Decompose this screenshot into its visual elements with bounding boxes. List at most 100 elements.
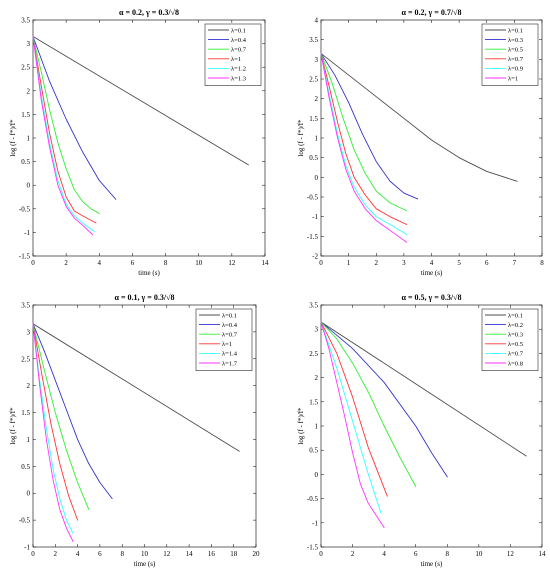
legend-entry: λ=0.2 (508, 322, 523, 329)
legend: λ=0.1 λ=0.4 λ=0.7 λ=1 λ=1.4 λ=1.7 (195, 308, 253, 371)
x-tick-label: 4 (98, 259, 102, 267)
series-line-5 (320, 52, 408, 235)
y-tick-label: 4 (315, 17, 319, 25)
y-tick-label: -1.5 (307, 544, 319, 552)
x-tick-label: 2 (64, 259, 68, 267)
chart-panel-3: 0 2 4 6 8 10 12 14 16 18 20 -1 -0.5 0 0.5 1 1.5 2 2.5 3 3.5 α… (9, 293, 260, 568)
legend-box (204, 23, 262, 86)
series-line-3 (32, 323, 90, 510)
legend-box (195, 308, 253, 371)
legend-box (481, 308, 539, 371)
y-tick-label: 3.5 (21, 17, 30, 25)
y-tick-label: -1 (312, 213, 318, 221)
series-line-5 (32, 323, 74, 535)
legend-entry: λ=1 (508, 75, 518, 82)
x-tick-label: 0 (31, 550, 35, 558)
x-tick-label: 5 (457, 259, 461, 267)
y-tick-label: -2 (312, 253, 318, 261)
chart-title: α = 0.5, γ = 0.3/√8 (402, 293, 462, 302)
y-tick-label: 1.5 (21, 111, 30, 119)
y-tick-label: -0.5 (19, 517, 31, 525)
y-tick-label: 0.5 (309, 154, 318, 162)
legend: λ=0.1 λ=0.2 λ=0.3 λ=0.5 λ=0.7 λ=0.8 (481, 308, 539, 371)
y-tick-label: 2.5 (21, 64, 30, 72)
x-tick-label: 0 (31, 259, 35, 267)
legend-entry: λ=1.4 (222, 351, 238, 358)
y-tick-label: 0 (315, 174, 319, 182)
x-tick-label: 2 (375, 259, 379, 267)
y-tick-label: 2 (315, 95, 319, 103)
x-tick-label: 6 (98, 550, 102, 558)
series-line-4 (320, 52, 408, 225)
x-tick-label: 4 (382, 550, 386, 558)
y-tick-label: 3 (27, 328, 31, 336)
legend-entry: λ=0.1 (231, 27, 246, 34)
x-tick-label: 1 (347, 259, 351, 267)
legend: λ=0.1 λ=0.4 λ=0.7 λ=1 λ=1.2 λ=1.3 (204, 23, 262, 86)
series-line-1 (320, 321, 527, 457)
y-tick-label: 0 (27, 490, 31, 498)
x-tick-label: 12 (507, 550, 515, 558)
y-tick-label: 0.5 (21, 158, 30, 166)
x-axis-label: time (s) (138, 269, 160, 277)
series-line-3 (32, 36, 100, 214)
y-tick-label: -1 (24, 229, 30, 237)
legend-entry: λ=0.1 (508, 27, 523, 34)
legend-entry: λ=0.7 (508, 56, 524, 63)
x-tick-label: 0 (319, 550, 323, 558)
legend-entry: λ=0.7 (222, 332, 238, 339)
y-tick-label: 2 (315, 374, 319, 382)
y-tick-label: 3 (315, 326, 319, 334)
y-tick-label: -1.5 (19, 253, 31, 261)
legend-entry: λ=1.3 (231, 75, 246, 82)
y-axis-label: log (f - f*)/f* (9, 119, 17, 157)
series-line-2 (320, 321, 448, 478)
y-tick-label: 3 (315, 56, 319, 64)
x-tick-label: 10 (475, 550, 483, 558)
x-tick-label: 6 (485, 259, 489, 267)
legend-entry: λ=0.1 (508, 312, 523, 319)
x-tick-label: 16 (208, 550, 216, 558)
x-tick-label: 14 (539, 550, 547, 558)
x-tick-label: 4 (76, 550, 80, 558)
x-tick-label: 12 (228, 259, 236, 267)
x-tick-label: 10 (141, 550, 149, 558)
y-tick-label: 0 (315, 471, 319, 479)
y-tick-label: 0 (27, 182, 31, 190)
x-tick-label: 10 (195, 259, 203, 267)
series-line-3 (320, 52, 408, 212)
chart-title: α = 0.2, γ = 0.7/√8 (402, 8, 462, 17)
y-tick-label: 1.5 (21, 409, 30, 417)
y-tick-label: 2 (27, 382, 31, 390)
x-tick-label: 14 (262, 259, 270, 267)
legend-entry: λ=0.8 (508, 360, 523, 367)
y-tick-label: 3 (27, 40, 31, 48)
y-tick-label: 3.5 (21, 302, 30, 310)
series-line-4 (32, 323, 79, 521)
x-tick-label: 8 (120, 550, 124, 558)
series-line-5 (32, 36, 95, 232)
legend-entry: λ=1 (222, 341, 232, 348)
x-axis-label: time (s) (421, 560, 443, 568)
x-axis-label: time (s) (421, 269, 443, 277)
x-tick-label: 6 (414, 550, 418, 558)
y-tick-label: -1.5 (307, 233, 319, 241)
y-tick-label: -1 (24, 544, 30, 552)
y-tick-label: 1.5 (309, 115, 318, 123)
legend-entry: λ=1.7 (222, 360, 238, 367)
y-tick-label: 1 (27, 135, 31, 143)
x-tick-label: 18 (230, 550, 238, 558)
legend: λ=0.1 λ=0.3 λ=0.5 λ=0.7 λ=0.9 λ=1 (481, 23, 539, 86)
y-tick-label: 2 (27, 87, 31, 95)
y-tick-label: 1 (315, 135, 319, 143)
y-axis-label: log (f - f*)/f* (297, 407, 305, 445)
legend-entry: λ=0.1 (222, 312, 237, 319)
legend-entry: λ=0.9 (508, 66, 523, 73)
y-tick-label: 1 (27, 436, 31, 444)
x-tick-label: 8 (446, 550, 450, 558)
x-tick-label: 6 (131, 259, 135, 267)
x-tick-label: 3 (402, 259, 406, 267)
series-line-4 (32, 36, 97, 224)
y-tick-label: 2.5 (21, 355, 30, 363)
series-line-1 (320, 52, 518, 182)
